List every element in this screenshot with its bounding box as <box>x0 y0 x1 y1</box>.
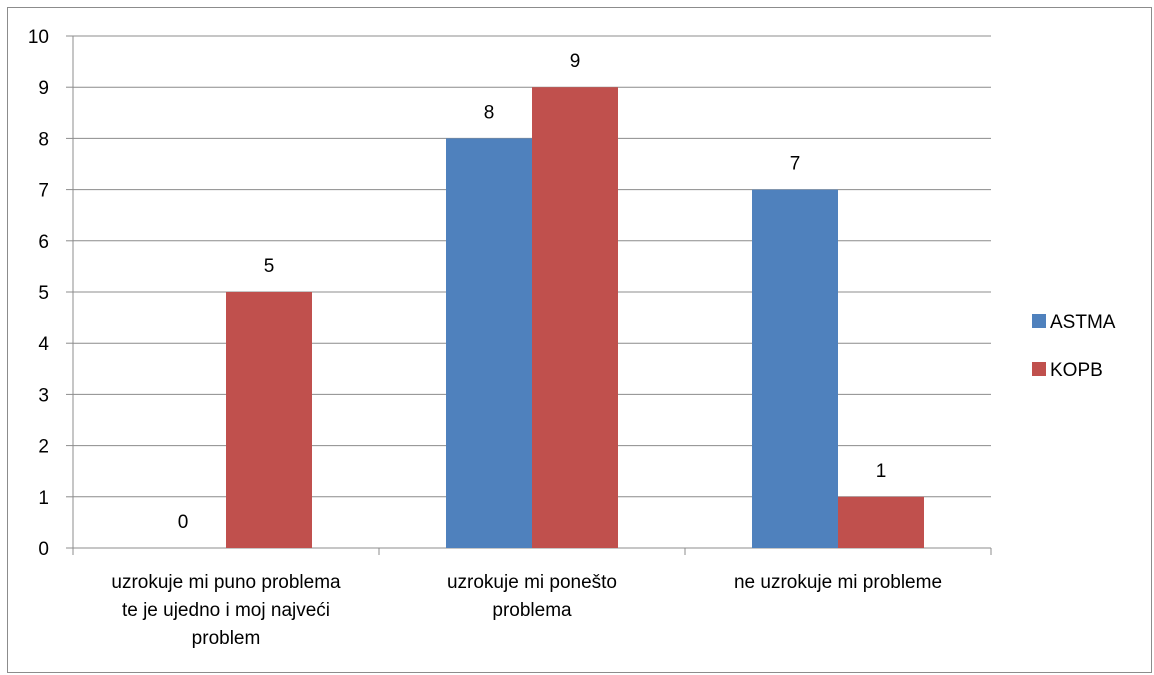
data-label-astma-0: 0 <box>178 512 189 533</box>
legend-swatch-kopb <box>1032 362 1046 376</box>
bars <box>226 87 924 548</box>
x-category-label-1: uzrokuje mi ponešto problema <box>447 572 617 621</box>
legend-label-astma: ASTMA <box>1050 312 1116 333</box>
bar-kopb-2 <box>838 496 924 548</box>
y-tick-label-0: 0 <box>38 539 49 560</box>
data-label-astma-1: 8 <box>484 102 495 123</box>
y-tick-label-1: 1 <box>38 488 49 509</box>
bar-kopb-1 <box>532 87 618 548</box>
legend-label-kopb: KOPB <box>1050 360 1103 381</box>
y-tick-label-3: 3 <box>38 385 49 406</box>
y-tick-label-4: 4 <box>38 334 49 355</box>
x-category-label-line: uzrokuje mi puno problema <box>111 572 341 593</box>
y-tick-label-9: 9 <box>38 78 49 99</box>
data-labels: 0 5 8 9 7 1 <box>178 51 887 533</box>
x-category-label-line: te je ujedno i moj najveći <box>122 600 330 621</box>
data-label-kopb-0: 5 <box>264 256 275 277</box>
x-category-label-line: uzrokuje mi ponešto <box>447 572 617 593</box>
y-tick-labels: 0 1 2 3 4 5 6 7 8 9 10 <box>28 27 50 560</box>
y-tick-label-10: 10 <box>28 27 49 48</box>
y-tick-label-6: 6 <box>38 232 49 253</box>
x-category-label-line: ne uzrokuje mi probleme <box>734 572 942 593</box>
x-category-label-line: problema <box>492 600 572 621</box>
y-tick-label-7: 7 <box>38 181 49 202</box>
x-category-label-2: ne uzrokuje mi probleme <box>734 572 942 593</box>
legend-swatch-astma <box>1032 314 1046 328</box>
y-tick-label-8: 8 <box>38 129 49 150</box>
x-category-labels: uzrokuje mi puno problema te je ujedno i … <box>111 572 942 649</box>
bar-astma-1 <box>446 138 532 548</box>
x-category-label-line: problem <box>192 628 261 649</box>
legend: ASTMA KOPB <box>1032 312 1116 381</box>
bar-kopb-0 <box>226 292 312 548</box>
chart-frame <box>7 7 1152 673</box>
x-category-label-0: uzrokuje mi puno problema te je ujedno i … <box>111 572 341 649</box>
y-tick-label-5: 5 <box>38 283 49 304</box>
bar-astma-2 <box>752 189 838 548</box>
y-tick-label-2: 2 <box>38 437 49 458</box>
data-label-astma-2: 7 <box>790 154 801 175</box>
data-label-kopb-2: 1 <box>876 461 887 482</box>
data-label-kopb-1: 9 <box>570 51 581 72</box>
